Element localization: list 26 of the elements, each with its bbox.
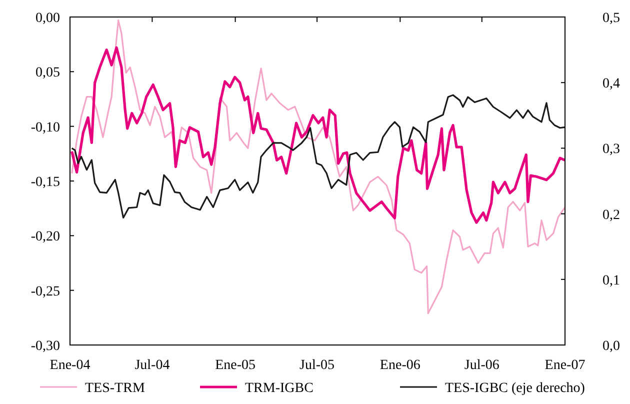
x-tick-label: Ene-04: [50, 358, 90, 373]
line-series: [71, 19, 566, 314]
x-tick-label: Ene-05: [215, 358, 256, 373]
x-tick-label: Jul-06: [464, 358, 500, 373]
legend-label: TRM-IGBC: [245, 381, 314, 396]
legend-label: TES-TRM: [85, 381, 146, 396]
y2-tick-label: 0,5: [602, 11, 620, 26]
y-tick-label: -0,30: [30, 339, 60, 354]
x-tick-label: Ene-07: [544, 358, 586, 373]
y2-tick-label: 0,1: [602, 273, 620, 288]
x-tick-label: Jul-04: [134, 358, 170, 373]
line-series: [71, 94, 566, 219]
y2-tick-label: 0,0: [602, 339, 620, 354]
y2-tick-label: 0,3: [602, 142, 620, 158]
y-tick-label: -0,15: [30, 175, 60, 190]
y-tick-label: -0,20: [30, 230, 60, 245]
x-tick-label: Jul-05: [300, 358, 335, 373]
y2-tick-label: 0,2: [602, 208, 620, 223]
y-tick-label: -0,10: [30, 120, 60, 136]
legend-label: TES-IGBC (eje derecho): [445, 381, 586, 396]
y2-tick-label: 0,4: [602, 76, 620, 92]
line-series: [70, 46, 566, 224]
y-tick-label: -0,25: [30, 284, 60, 300]
y-tick-label: 0,00: [36, 11, 60, 26]
x-tick-label: Ene-06: [380, 358, 420, 373]
y-tick-label: 0,05: [36, 66, 60, 81]
